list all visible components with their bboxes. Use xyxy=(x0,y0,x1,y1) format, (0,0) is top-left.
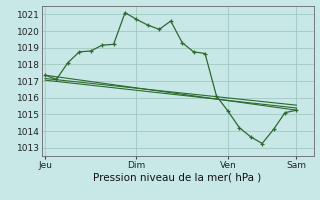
X-axis label: Pression niveau de la mer( hPa ): Pression niveau de la mer( hPa ) xyxy=(93,173,262,183)
